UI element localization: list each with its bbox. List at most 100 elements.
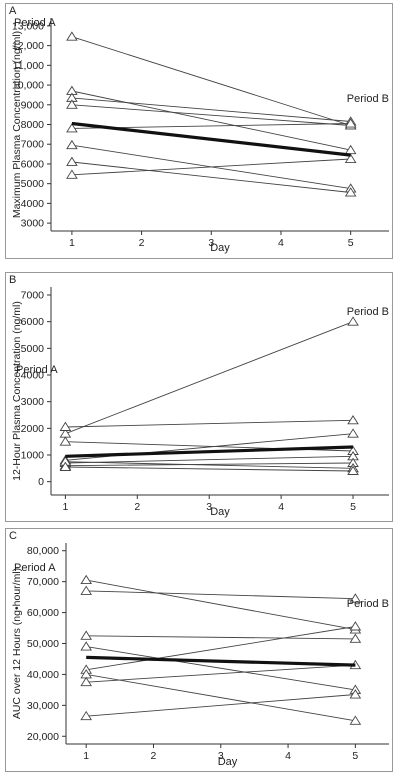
x-tick-label: 4 [278,501,284,513]
mean-series-line [65,445,354,458]
panel-letter: B [9,274,17,286]
triangle-marker [66,156,78,166]
triangle-marker [349,633,362,643]
triangle-marker [80,710,92,721]
subject-series-line [86,579,356,631]
y-tick-label: 60,000 [27,607,59,619]
y-tick-label: 12,000 [12,40,44,52]
x-tick-label: 1 [83,750,89,762]
subject-series-line [86,590,356,600]
period-b-label: Period B [347,598,389,610]
subject-series-line [86,646,356,691]
y-tick-label: 80,000 [27,545,59,557]
triangle-marker [59,461,72,471]
y-tick-label: 4000 [21,370,45,382]
y-tick-label: 3000 [21,218,45,230]
triangle-marker [349,689,362,699]
triangle-marker [66,123,78,133]
subject-series-line [86,673,356,722]
triangle-marker [59,421,72,431]
y-tick-label: 70,000 [27,576,59,588]
subject-series-line [65,455,354,464]
y-axis-label: AUC over 12 Hours (ng•hour/ml) [11,568,23,719]
subject-series-line [71,104,351,126]
y-tick-label: 11,000 [13,60,44,72]
triangle-marker [80,574,92,585]
y-tick-label: 10,000 [12,80,44,92]
y-axis-label: Maximum Plasma Concentration (ng/ml) [11,31,23,218]
chart-panel-c: C 20,000 30,000 40,000 50,000 60,000 70,000 80… [5,528,393,772]
chart-svg-a: 3000 4000 5000 6000 7000 8000 9000 10,000 11,000… [11,17,389,254]
y-tick-label: 4000 [21,198,45,210]
y-tick-label: 8000 [21,119,45,131]
chart-panel-b: B 0 1000 2000 3000 4000 5000 6000 7000 1 2 3 4 5 Day 1… [5,272,393,522]
subject-series-line [65,419,354,428]
subject-series-line [65,461,354,469]
subject-series-line [65,321,354,435]
x-tick-label: 4 [285,750,291,762]
x-tick-label: 2 [151,750,157,762]
y-tick-label: 50,000 [27,638,59,650]
x-tick-label: 2 [134,501,140,513]
triangle-marker [349,593,362,603]
x-axis-label: Day [218,756,238,768]
subject-series-line [65,462,354,467]
x-tick-label: 4 [278,237,284,249]
x-tick-label: 5 [352,750,358,762]
triangle-marker [344,153,357,163]
triangle-marker [349,715,362,725]
period-a-label: Period A [16,364,58,376]
subject-series-line [71,36,351,126]
y-tick-label: 5000 [21,343,45,355]
period-a-label: Period A [14,562,56,574]
mean-series-line [86,655,356,667]
triangle-marker [66,139,78,150]
y-tick-label: 1000 [21,450,45,462]
subject-series-line [71,161,351,193]
y-tick-label: 13,000 [12,20,44,32]
y-tick-label: 40,000 [27,669,59,681]
triangle-marker [347,316,359,326]
triangle-marker [347,428,359,438]
chart-svg-b: 0 1000 2000 3000 4000 5000 6000 7000 1 2 3 4 5 Day 12-… [11,287,389,518]
subject-series-line [86,626,356,671]
period-b-label: Period B [347,306,389,318]
x-tick-label: 1 [69,237,75,249]
subject-series-line [86,694,356,717]
panel-letter: A [9,5,17,17]
subject-series-line [71,97,351,122]
x-tick-label: 3 [208,237,214,249]
y-tick-label: 7000 [21,290,45,302]
x-tick-label: 1 [62,501,68,513]
x-axis-label: Day [210,506,230,518]
y-tick-label: 5000 [21,178,45,190]
triangle-marker [349,621,362,631]
triangle-marker [59,436,72,446]
chart-svg-c: 20,000 30,000 40,000 50,000 60,000 70,000 80,0… [11,543,389,768]
x-axis-label: Day [210,242,230,254]
y-tick-label: 30,000 [27,700,59,712]
period-a-label: Period A [14,17,56,29]
triangle-marker [347,465,359,475]
y-tick-label: 2000 [21,423,45,435]
x-tick-label: 5 [350,501,356,513]
chart-panel-a: A 3000 4000 5000 6000 7000 8000 9000 10,000 11,0… [5,3,393,259]
y-tick-label: 9000 [21,99,45,111]
panel-letter: C [9,530,17,542]
subject-series-line [71,90,351,151]
triangle-marker [344,118,357,128]
triangle-marker [80,585,92,595]
subject-series-line [65,466,354,472]
x-tick-label: 5 [348,237,354,249]
x-tick-label: 3 [206,501,212,513]
triangle-marker [344,187,357,197]
y-tick-label: 7000 [21,139,45,151]
triangle-marker [347,414,359,425]
y-tick-label: 0 [38,476,44,488]
subject-series-line [86,635,356,640]
triangle-marker [80,641,92,651]
subject-series-line [86,664,356,683]
y-tick-label: 20,000 [27,731,59,743]
y-tick-label: 6000 [21,158,45,170]
y-tick-label: 3000 [21,396,45,408]
